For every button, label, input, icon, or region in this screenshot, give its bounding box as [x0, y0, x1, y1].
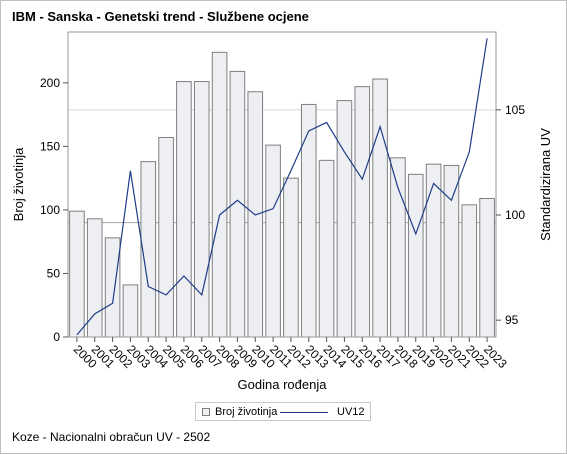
legend: Broj životinja UV12 — [195, 402, 371, 421]
legend-bar-label: Broj životinja — [215, 406, 278, 418]
y2-tick-label: 95 — [505, 313, 519, 327]
bar-2015 — [336, 100, 353, 338]
bar-2017 — [372, 78, 388, 338]
bar-2022 — [461, 204, 478, 338]
y-tick-label: 100 — [40, 203, 60, 217]
y-tick-label: 0 — [53, 330, 60, 344]
footnote: Koze - Nacionalni obračun UV - 2502 — [12, 430, 211, 444]
plot-frame — [67, 31, 497, 338]
bar-2014 — [318, 159, 335, 338]
y-axis-label: Broj životinja — [11, 147, 26, 221]
legend-line-label: UV12 — [337, 406, 365, 418]
y-tick-label: 150 — [40, 139, 60, 153]
bar-2005 — [158, 136, 174, 338]
bar-2023 — [479, 197, 495, 338]
bar-2019 — [407, 173, 424, 338]
chart-title: IBM - Sanska - Genetski trend - Službene… — [12, 9, 309, 24]
bar-2007 — [193, 81, 210, 338]
y2-tick-label: 105 — [505, 103, 525, 117]
bar-2012 — [283, 177, 299, 338]
y-tick-label: 200 — [40, 76, 60, 90]
bar-2020 — [425, 163, 442, 338]
bar-2008 — [211, 51, 228, 338]
y2-axis-label: Standardizirana UV — [538, 128, 553, 241]
bar-2002 — [104, 237, 121, 338]
bar-2000 — [69, 210, 85, 338]
bar-2013 — [300, 103, 317, 338]
bar-2006 — [176, 81, 192, 338]
legend-bar-swatch — [202, 408, 210, 416]
bar-2003 — [122, 284, 139, 338]
legend-line-swatch — [280, 412, 328, 413]
bar-2016 — [354, 86, 371, 338]
y-tick-label: 50 — [47, 266, 61, 280]
bar-2018 — [390, 157, 406, 338]
x-axis-label: Godina rođenja — [238, 377, 328, 392]
bar-2011 — [265, 144, 281, 338]
y2-tick-label: 100 — [505, 208, 525, 222]
bar-2021 — [443, 164, 460, 338]
line-uv12 — [76, 38, 488, 336]
